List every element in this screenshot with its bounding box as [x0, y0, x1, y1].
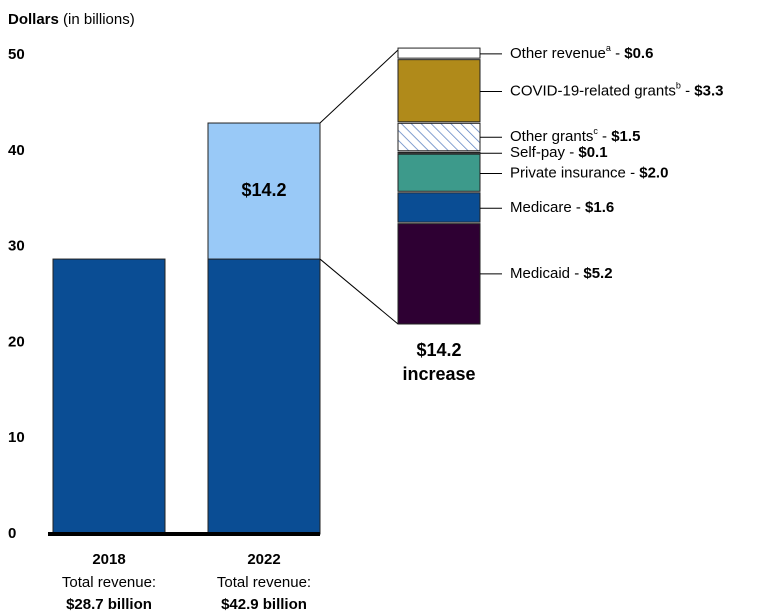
bar-segment — [207, 258, 321, 535]
y-tick-label: 10 — [8, 429, 25, 446]
segment-label: COVID-19-related grantsb - $3.3 — [510, 81, 723, 100]
y-tick-label: 30 — [8, 238, 25, 255]
segment-name: Other grants — [510, 128, 593, 145]
breakdown-caption: increase — [402, 364, 475, 384]
segment-label: Medicaid - $5.2 — [510, 265, 613, 282]
segment-name: Self-pay — [510, 144, 566, 161]
segment-label: Other revenuea - $0.6 — [510, 43, 653, 62]
segment-label: Self-pay - $0.1 — [510, 144, 608, 161]
breakdown-segment — [397, 153, 481, 192]
connector — [319, 49, 399, 124]
separator: - — [611, 45, 624, 62]
segment-value: $0.1 — [578, 144, 607, 161]
y-tick-label: 40 — [8, 142, 25, 159]
breakdown-segment — [397, 192, 481, 223]
segment-value: $0.6 — [624, 45, 653, 62]
segment-label: Private insurance - $2.0 — [510, 164, 668, 181]
separator: - — [626, 164, 639, 181]
separator: - — [681, 82, 694, 99]
breakdown-segment — [397, 47, 481, 59]
segment-value: $5.2 — [583, 265, 612, 282]
segment-name: Private insurance — [510, 164, 626, 181]
x-tick-label: 2018 — [92, 551, 125, 568]
breakdown-segment — [397, 151, 481, 154]
footnote-mark: a — [606, 43, 611, 53]
y-tick-label: 0 — [8, 525, 16, 542]
footnote-mark: b — [676, 81, 681, 91]
segment-value: $1.6 — [585, 199, 614, 216]
segment-name: Other revenue — [510, 45, 606, 62]
breakdown-segment — [397, 223, 481, 325]
separator: - — [598, 128, 611, 145]
breakdown-total: $14.2 — [416, 340, 461, 360]
bar-value-label: $14.2 — [241, 180, 286, 200]
segment-label: Other grantsc - $1.5 — [510, 127, 640, 146]
category-sublabel: Total revenue: — [62, 574, 156, 591]
breakdown-segment — [397, 122, 481, 152]
total-label: $42.9 billion — [221, 596, 307, 613]
segment-value: $2.0 — [639, 164, 668, 181]
bar-segment — [52, 258, 166, 535]
segment-name: Medicaid — [510, 265, 570, 282]
bar-segment — [207, 122, 321, 260]
footnote-mark: c — [593, 127, 598, 137]
x-tick-label: 2022 — [247, 551, 280, 568]
category-sublabel: Total revenue: — [217, 574, 311, 591]
y-tick-label: 20 — [8, 333, 25, 350]
segment-value: $1.5 — [611, 128, 640, 145]
separator: - — [565, 144, 578, 161]
separator: - — [570, 265, 583, 282]
segment-label: Medicare - $1.6 — [510, 199, 614, 216]
segment-name: Medicare — [510, 199, 572, 216]
separator: - — [572, 199, 585, 216]
breakdown-segment — [397, 59, 481, 123]
y-tick-label: 50 — [8, 46, 25, 63]
connector — [319, 258, 399, 325]
segment-name: COVID-19-related grants — [510, 82, 676, 99]
segment-value: $3.3 — [694, 82, 723, 99]
y-axis-label: Dollars (in billions) — [8, 11, 135, 28]
total-label: $28.7 billion — [66, 596, 152, 613]
